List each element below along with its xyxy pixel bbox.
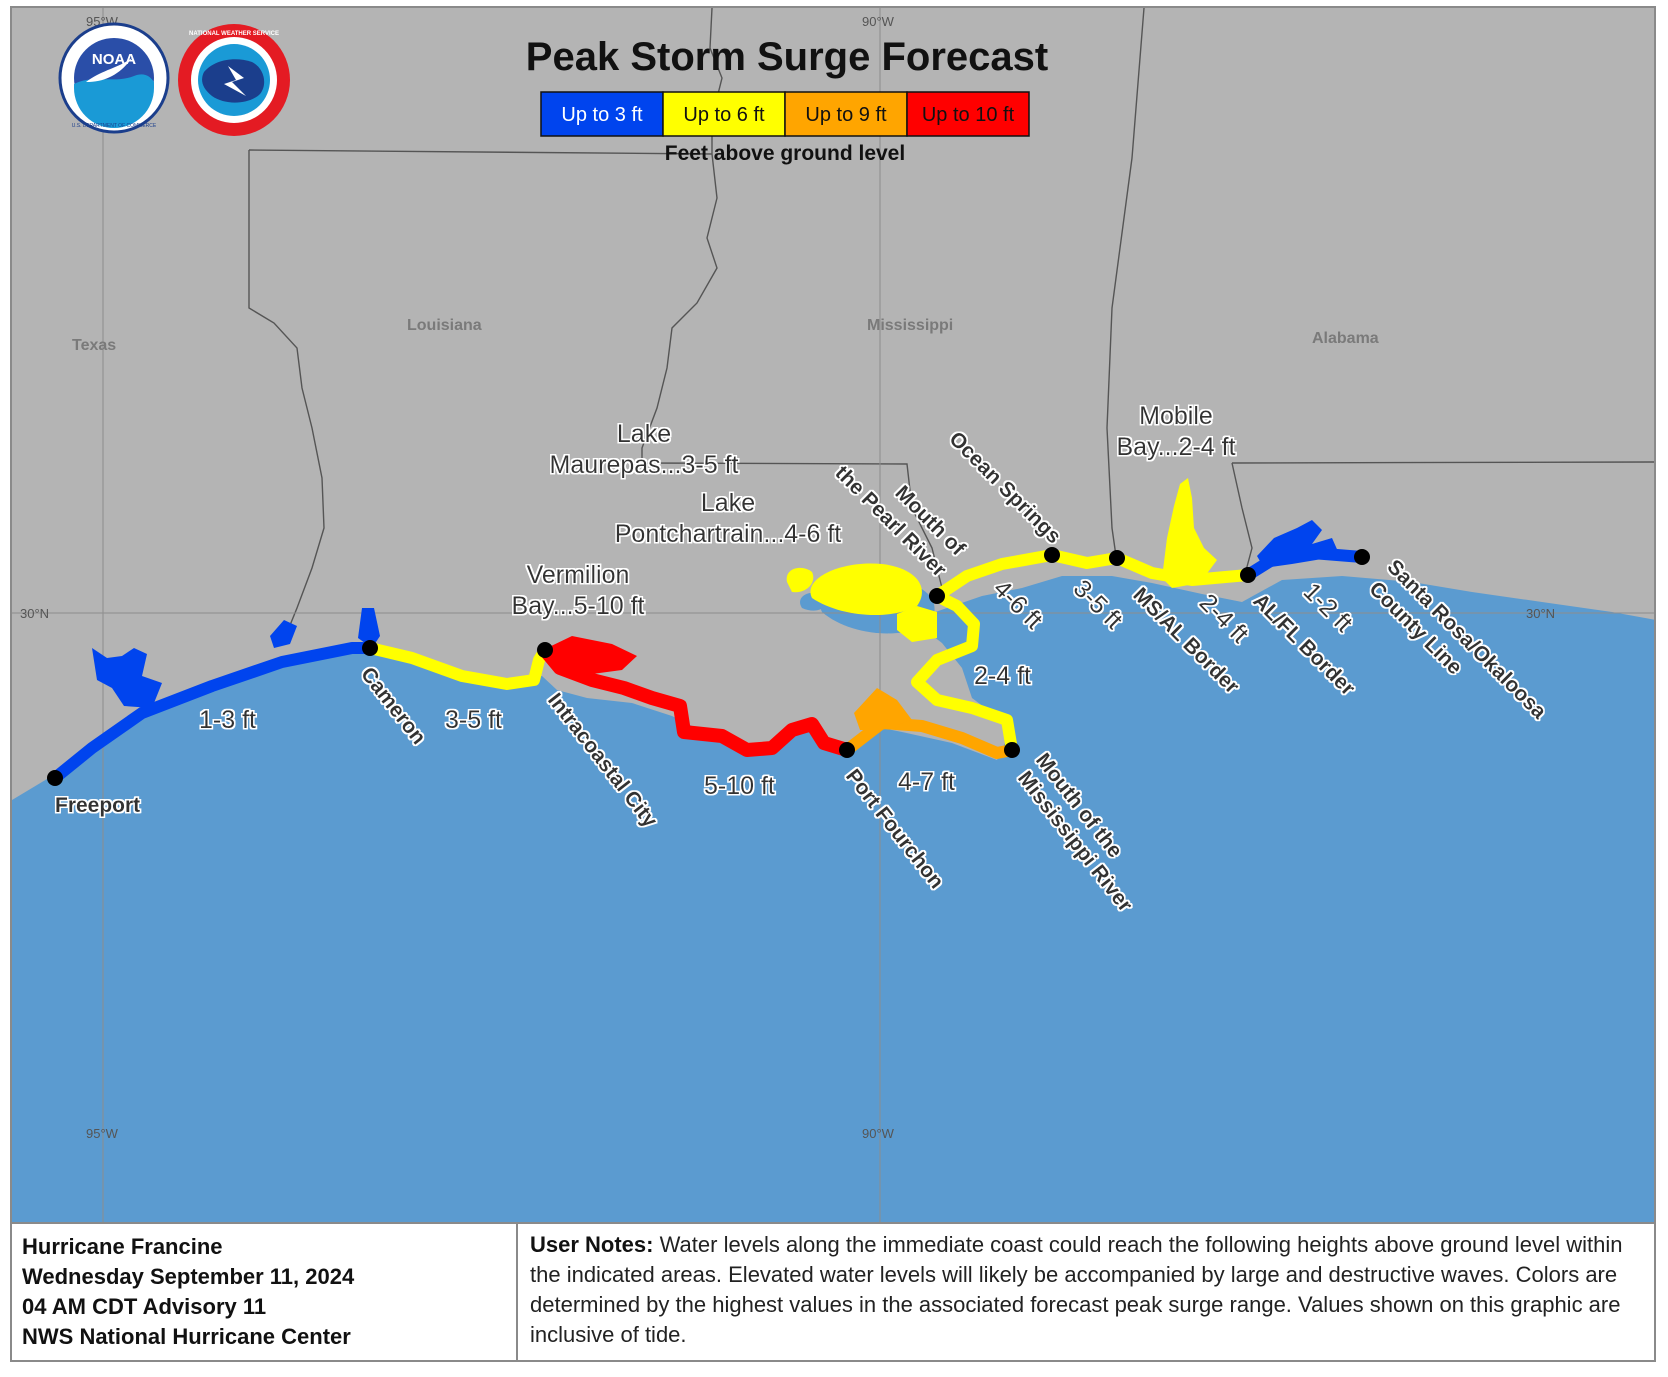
dot-port-fourchon: [839, 742, 855, 758]
state-label-texas: Texas: [72, 337, 116, 354]
lon-label-95-bottom: 95°W: [86, 1126, 119, 1141]
gulf-water: [12, 576, 1654, 1222]
lon-label-90-top: 90°W: [862, 14, 895, 29]
state-label-alabama: Alabama: [1312, 330, 1379, 347]
legend-label-10ft: Up to 10 ft: [922, 104, 1015, 126]
value-cameron-intracoastal: 3-5 ft: [445, 706, 502, 734]
user-notes-heading: User Notes:: [530, 1232, 654, 1257]
dot-freeport: [47, 770, 63, 786]
user-notes: User Notes: Water levels along the immed…: [530, 1230, 1640, 1350]
freeport-bay-area: [92, 648, 162, 708]
lat-label-30-right: 30°N: [1526, 606, 1555, 621]
segment-ocean-msal: [1046, 549, 1123, 569]
storm-name: Hurricane Francine: [22, 1234, 223, 1259]
maurepas-surge: [786, 567, 814, 593]
dot-mouth-pearl: [929, 588, 945, 604]
label-pontchartrain-2: Pontchartrain...4-6 ft: [615, 520, 842, 548]
legend-label-9ft: Up to 9 ft: [805, 104, 887, 126]
segment-cameron-intracoastal: [364, 642, 551, 690]
dot-santa-rosa: [1354, 549, 1370, 565]
graticule: [12, 8, 1654, 1222]
pontchartrain-surge: [810, 563, 922, 616]
legend-swatch-6ft: [662, 91, 786, 137]
state-label-louisiana: Louisiana: [407, 317, 482, 334]
label-vermilion-2: Bay...5-10 ft: [512, 592, 645, 620]
dot-intracoastal-city: [537, 642, 553, 658]
advisory-number: 04 AM CDT Advisory 11: [22, 1294, 267, 1319]
lat-label-30-left: 30°N: [20, 606, 49, 621]
location-dots: [47, 547, 1370, 786]
vermilion-bay-area: [547, 636, 637, 676]
legend-swatch-3ft: [540, 91, 664, 137]
legend-swatch-9ft: [784, 91, 908, 137]
user-notes-text: Water levels along the immediate coast c…: [530, 1232, 1623, 1347]
mobile-bay-surge: [1162, 478, 1217, 588]
legend: Up to 3 ft Up to 6 ft Up to 9 ft Up to 1…: [540, 91, 1030, 165]
dot-ms-al-border: [1109, 550, 1125, 566]
issuing-center: NWS National Hurricane Center: [22, 1324, 351, 1349]
noaa-ring-text: U.S. DEPARTMENT OF COMMERCE: [72, 123, 157, 129]
legend-label-6ft: Up to 6 ft: [683, 104, 765, 126]
segment-intracoastal-fourchon: [538, 643, 854, 757]
value-fourchon-mouth: 4-7 ft: [898, 768, 955, 796]
legend-caption: Feet above ground level: [665, 142, 905, 165]
value-intracoastal-fourchon: 5-10 ft: [704, 772, 775, 800]
state-label-mississippi: Mississippi: [867, 317, 953, 334]
nws-ring-text: NATIONAL WEATHER SERVICE: [189, 31, 279, 37]
page-title: Peak Storm Surge Forecast: [526, 35, 1048, 79]
label-maurepas-1: Lake: [617, 420, 671, 448]
advisory-info: Hurricane Francine Wednesday September 1…: [12, 1224, 518, 1360]
surge-segments: [49, 478, 1368, 784]
sabine-area: [358, 608, 380, 648]
value-mouth-pearl: 2-4 ft: [974, 662, 1031, 690]
footer-panel: Hurricane Francine Wednesday September 1…: [12, 1222, 1654, 1360]
noaa-logo-text: NOAA: [92, 51, 136, 68]
label-mobile-1: Mobile: [1139, 402, 1213, 430]
galveston-bay-area: [270, 620, 297, 648]
legend-swatch-10ft: [906, 91, 1030, 137]
dot-cameron: [362, 640, 378, 656]
label-vermilion-1: Vermilion: [527, 561, 630, 589]
label-mobile-2: Bay...2-4 ft: [1116, 433, 1235, 461]
nws-logo: NATIONAL WEATHER SERVICE: [178, 24, 290, 136]
legend-label-3ft: Up to 3 ft: [561, 104, 643, 126]
surge-map: 95°W 90°W 95°W 90°W 30°N 30°N Texas Loui…: [12, 8, 1654, 1222]
value-freeport-cameron: 1-3 ft: [199, 706, 256, 734]
segment-pearl-ocean: [931, 549, 1058, 602]
advisory-date: Wednesday September 11, 2024: [22, 1264, 355, 1289]
dot-al-fl-border: [1240, 567, 1256, 583]
dot-ocean-springs: [1044, 547, 1060, 563]
label-pontchartrain-1: Lake: [701, 489, 755, 517]
lon-label-90-bottom: 90°W: [862, 1126, 895, 1141]
noaa-logo: NOAA U.S. DEPARTMENT OF COMMERCE: [58, 22, 170, 134]
segment-freeport-cameron: [49, 642, 376, 784]
pensacola-bay-area: [1257, 520, 1340, 568]
barataria-area: [854, 688, 912, 730]
label-maurepas-2: Maurepas...3-5 ft: [550, 451, 739, 479]
segment-mouth-pearl: [911, 590, 1018, 756]
dot-mouth-mississippi: [1004, 742, 1020, 758]
borgne-surge: [897, 606, 937, 642]
label-freeport: Freeport: [55, 794, 140, 817]
map-frame: 95°W 90°W 95°W 90°W 30°N 30°N Texas Loui…: [10, 6, 1656, 1362]
